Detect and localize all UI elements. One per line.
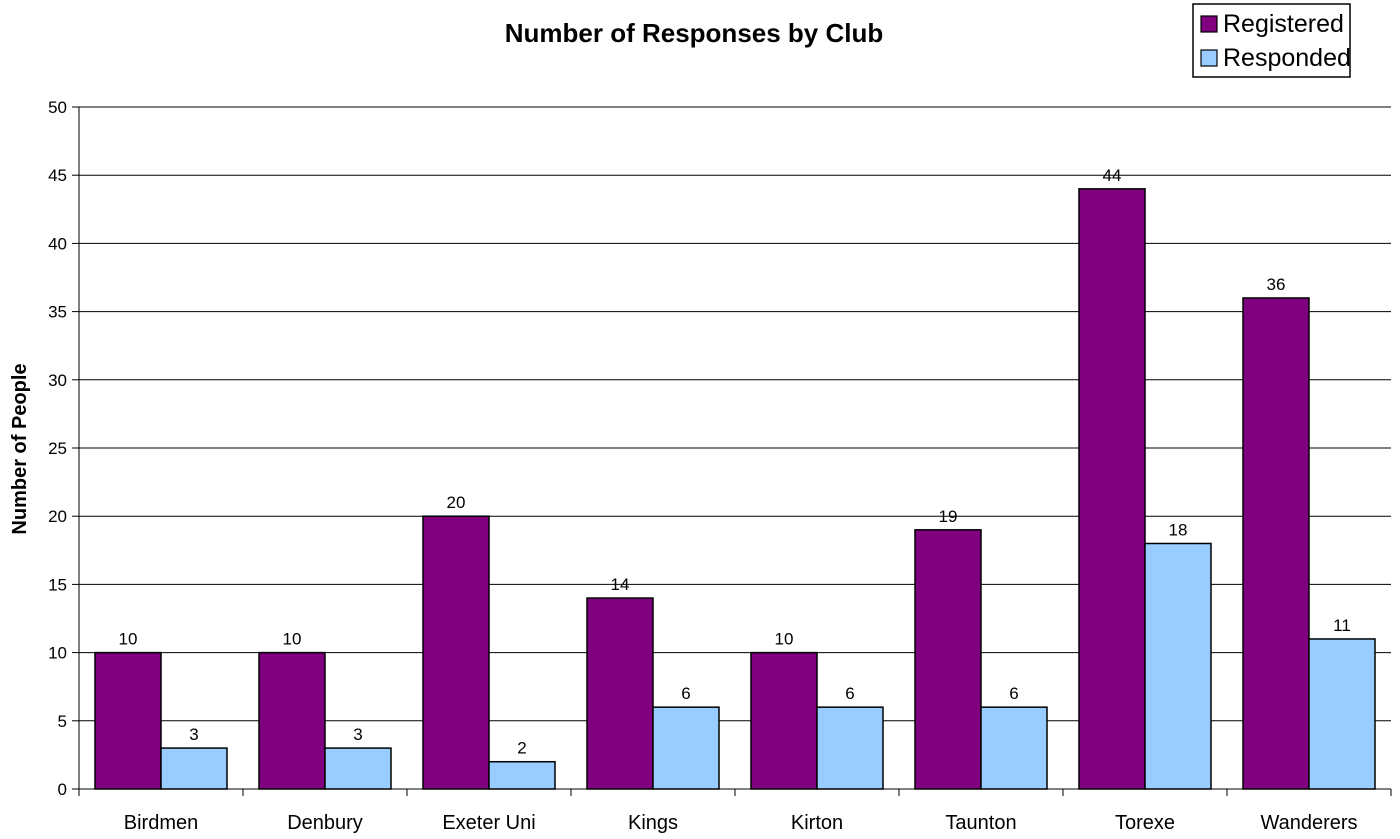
y-tick-label: 35	[48, 303, 67, 322]
data-label: 2	[517, 739, 526, 758]
data-label: 6	[1009, 684, 1018, 703]
bar-kirton-registered	[750, 651, 818, 790]
x-tick-label: Torexe	[1115, 812, 1175, 834]
y-tick-label: 45	[48, 166, 67, 185]
bar-exeter-uni-registered	[422, 515, 490, 790]
data-label: 10	[775, 630, 794, 649]
legend-label-responded: Responded	[1223, 44, 1351, 72]
y-tick-label: 0	[58, 780, 67, 799]
x-tick-label: Exeter Uni	[442, 812, 535, 834]
x-tick-label: Kings	[628, 812, 678, 834]
x-tick-label: Birdmen	[124, 812, 198, 834]
y-axis-ticks: 0 5 10 15 20 25 30 35 40 45 50	[48, 98, 79, 799]
data-label: 11	[1333, 616, 1351, 635]
bar-torexe-registered	[1078, 188, 1146, 790]
legend-box	[1192, 3, 1351, 78]
chart-title: Number of Responses by Club	[505, 18, 884, 48]
legend-swatch-registered	[1200, 15, 1218, 33]
x-axis-categories: Birdmen Denbury Exeter Uni Kings Kirton Taunt…	[124, 812, 1358, 834]
y-axis-label: Number of People	[9, 363, 31, 534]
legend: Registered Responded	[1192, 3, 1351, 78]
x-tick-label: Wanderers	[1260, 812, 1357, 834]
y-tick-label: 5	[58, 712, 67, 731]
bar-denbury-responded	[324, 747, 392, 790]
data-label: 44	[1103, 166, 1122, 185]
x-tick-label: Taunton	[945, 812, 1016, 834]
bar-birdmen-responded	[160, 747, 228, 790]
y-tick-label: 15	[48, 575, 67, 594]
data-label: 3	[189, 725, 198, 744]
x-tick-label: Denbury	[287, 812, 363, 834]
data-label: 14	[611, 575, 630, 594]
data-labels: 10 3 10 3 20 2 14 6 10 6 19 6 44 18 36 11	[119, 166, 1351, 758]
bar-taunton-responded	[980, 706, 1048, 790]
data-label: 10	[283, 630, 302, 649]
data-label: 10	[119, 630, 138, 649]
data-label: 6	[845, 684, 854, 703]
bar-taunton-registered	[914, 529, 982, 790]
bar-torexe-responded	[1144, 542, 1212, 790]
y-tick-label: 25	[48, 439, 67, 458]
data-label: 36	[1267, 275, 1286, 294]
y-tick-label: 20	[48, 507, 67, 526]
bar-wanderers-responded	[1308, 638, 1376, 790]
axes	[78, 107, 1392, 796]
y-tick-label: 40	[48, 234, 67, 253]
legend-label-registered: Registered	[1223, 10, 1344, 38]
bar-birdmen-registered	[94, 651, 162, 790]
x-tick-label: Kirton	[791, 812, 843, 834]
data-label: 6	[681, 684, 690, 703]
data-label: 18	[1169, 520, 1188, 539]
y-tick-label: 30	[48, 371, 67, 390]
legend-swatch-responded	[1200, 49, 1218, 67]
bar-kirton-responded	[816, 706, 884, 790]
bars	[94, 188, 1376, 790]
bar-kings-responded	[652, 706, 720, 790]
bar-kings-registered	[586, 597, 654, 790]
y-tick-label: 50	[48, 98, 67, 117]
data-label: 19	[939, 507, 958, 526]
data-label: 3	[353, 725, 362, 744]
y-tick-label: 10	[48, 644, 67, 663]
data-label: 20	[447, 493, 466, 512]
bar-wanderers-registered	[1242, 297, 1310, 790]
bar-denbury-registered	[258, 651, 326, 790]
bar-exeter-uni-responded	[488, 760, 556, 790]
